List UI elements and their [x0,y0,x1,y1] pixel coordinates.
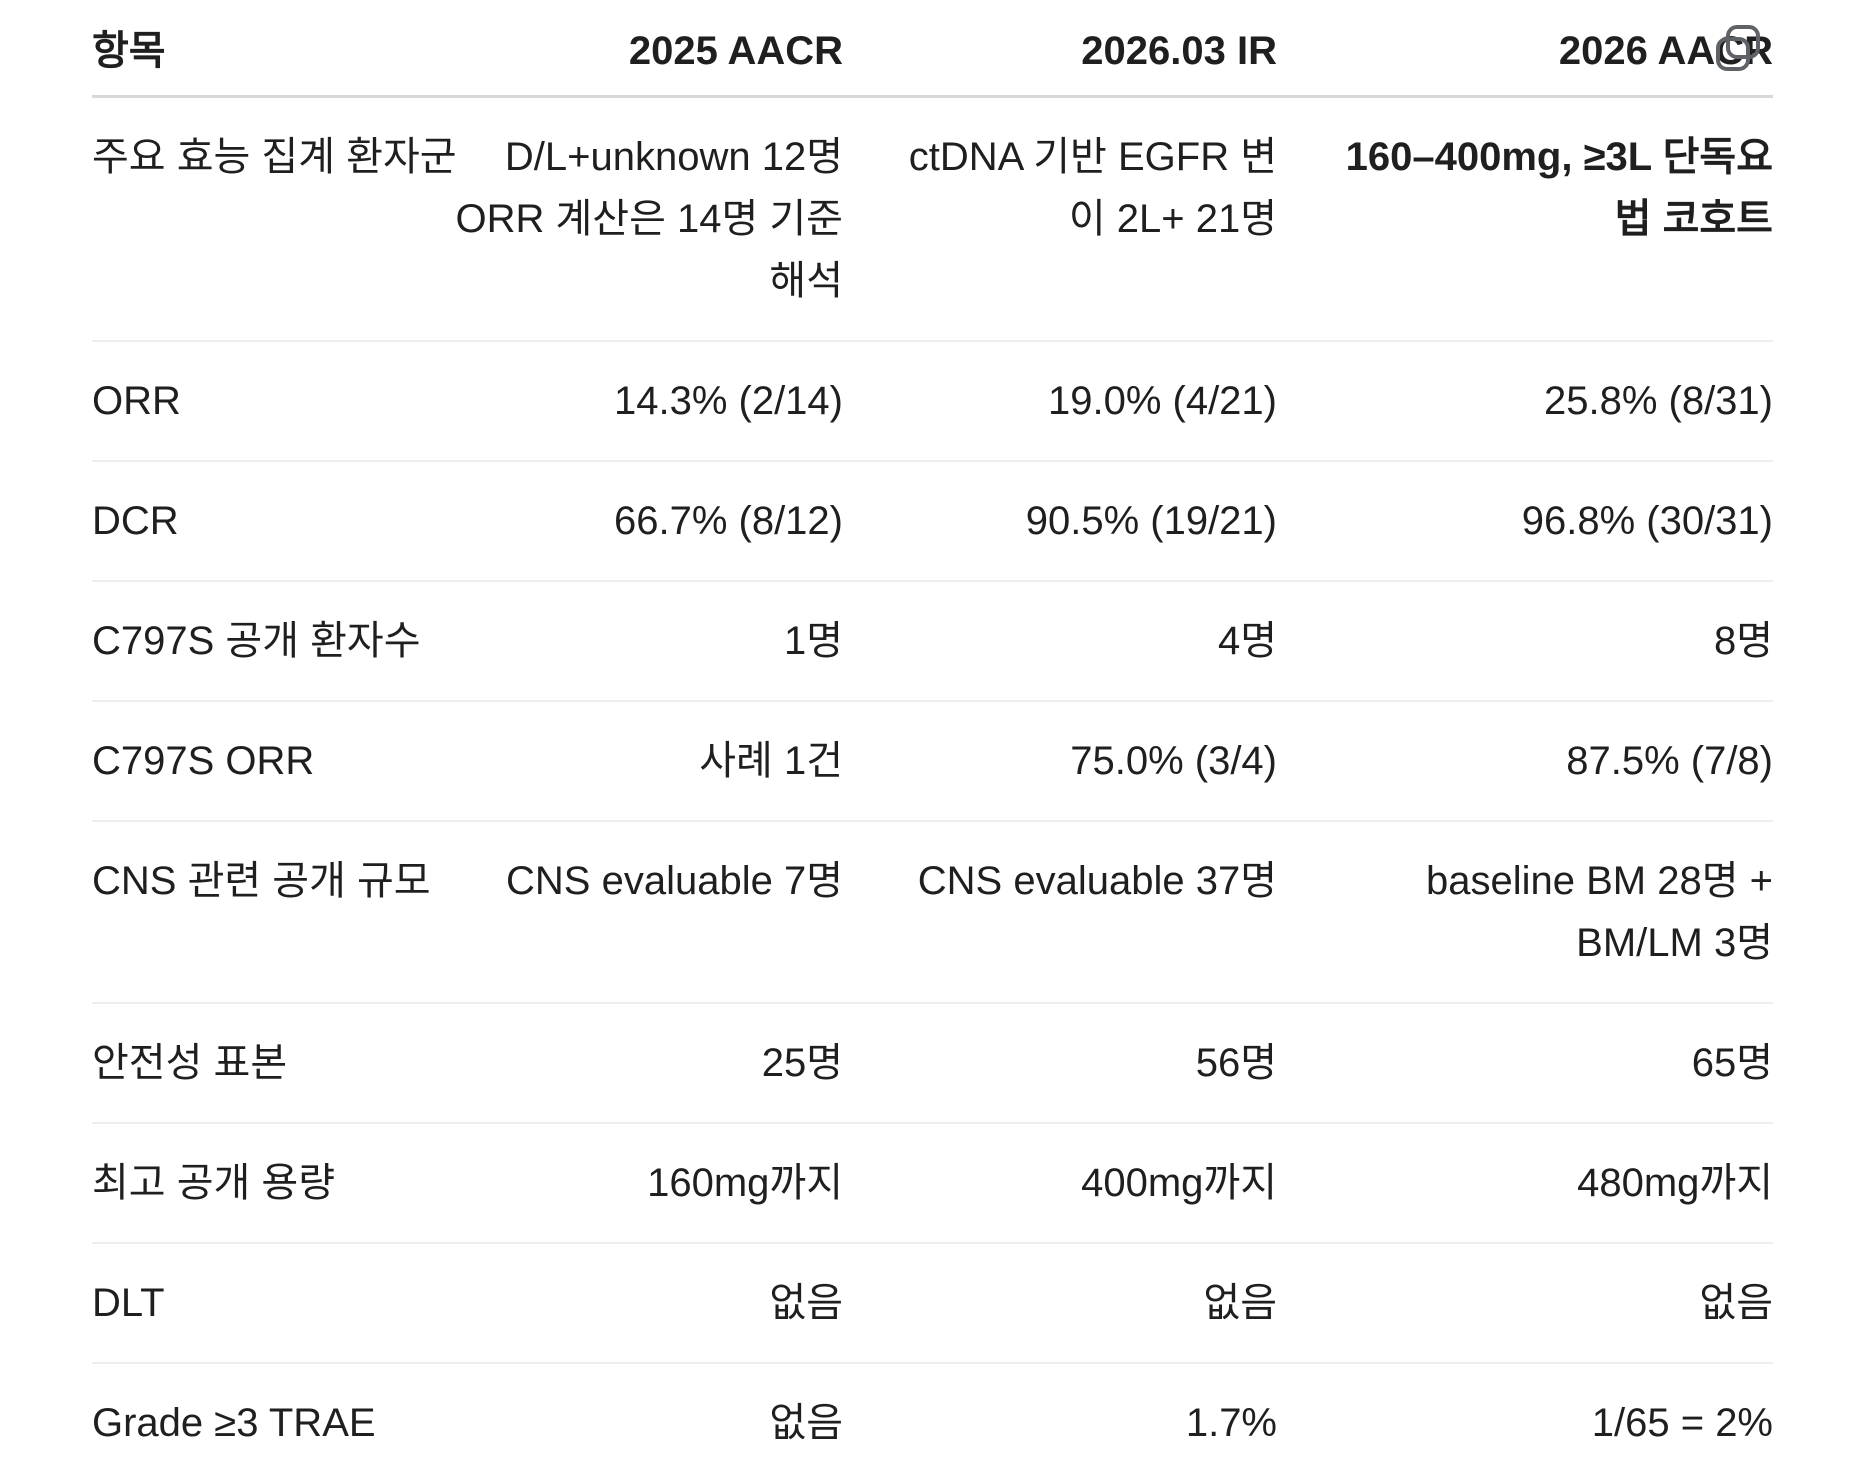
row-label-cell: C797S 공개 환자수 [92,619,421,663]
table-row: Grade ≥3 TRAE 없음 1.7% 1/65 = 2% [92,1363,1773,1480]
column-header-item: 항목 [92,0,400,98]
row-label-cell: C797S ORR [92,739,315,783]
row-label-cell: CNS 관련 공개 규모 [92,859,431,903]
value-cell: 없음 [769,1281,843,1325]
table-row: DLT 없음 없음 없음 [92,1243,1773,1363]
value-cell: 480mg까지 [1577,1161,1773,1205]
value-cell: 160mg까지 [647,1161,843,1205]
value-cell: 56명 [1195,1041,1277,1085]
value-cell: 1/65 = 2% [1591,1401,1773,1445]
value-cell: 66.7% (8/12) [613,499,843,543]
table-row: C797S 공개 환자수 1명 4명 8명 [92,581,1773,701]
copy-table-button[interactable] [1710,20,1768,78]
value-cell: 90.5% (19/21) [1025,499,1277,543]
row-label-cell: DCR [92,499,179,543]
table-row: 최고 공개 용량 160mg까지 400mg까지 480mg까지 [92,1123,1773,1243]
comparison-table: 항목 2025 AACR 2026.03 IR 2026 AACR 주요 효능 … [92,0,1773,1480]
column-header-2025-aacr: 2025 AACR [400,0,843,98]
value-cell: baseline BM 28명 + BM/LM 3명 [1426,859,1773,965]
row-label-cell: DLT [92,1281,165,1325]
value-cell: 4명 [1217,619,1277,663]
row-label-cell: ORR [92,379,181,423]
header-row: 항목 2025 AACR 2026.03 IR 2026 AACR [92,0,1773,98]
value-cell: 1.7% [1185,1401,1277,1445]
value-cell: 없음 [769,1401,843,1445]
value-cell: 65명 [1691,1041,1773,1085]
value-cell: CNS evaluable 7명 [506,859,843,903]
value-cell: D/L+unknown 12명 ORR 계산은 14명 기준 해석 [455,135,843,303]
table-header: 항목 2025 AACR 2026.03 IR 2026 AACR [92,0,1773,98]
value-cell: 8명 [1713,619,1773,663]
value-cell: 75.0% (3/4) [1070,739,1277,783]
value-cell: 400mg까지 [1081,1161,1277,1205]
value-cell: 사례 1건 [699,739,843,783]
value-cell: 없음 [1203,1281,1277,1325]
row-label-cell: 주요 효능 집계 환자군 [92,135,457,179]
table-row: ORR 14.3% (2/14) 19.0% (4/21) 25.8% (8/3… [92,341,1773,461]
value-cell: 96.8% (30/31) [1521,499,1773,543]
table-row: DCR 66.7% (8/12) 90.5% (19/21) 96.8% (30… [92,461,1773,581]
value-cell: 25.8% (8/31) [1543,379,1773,423]
value-cell: 87.5% (7/8) [1566,739,1773,783]
value-cell: 없음 [1699,1281,1773,1325]
table-body: 주요 효능 집계 환자군 D/L+unknown 12명 ORR 계산은 14명… [92,97,1773,1480]
row-label-cell: Grade ≥3 TRAE [92,1401,376,1445]
table-row: C797S ORR 사례 1건 75.0% (3/4) 87.5% (7/8) [92,701,1773,821]
value-cell: ctDNA 기반 EGFR 변 이 2L+ 21명 [908,135,1277,241]
value-cell: 14.3% (2/14) [613,379,843,423]
copy-icon [1716,25,1760,71]
value-cell: 19.0% (4/21) [1047,379,1277,423]
table-row: 안전성 표본 25명 56명 65명 [92,1003,1773,1123]
column-header-2026-aacr: 2026 AACR [1277,0,1773,98]
value-cell: 160–400mg, ≥3L 단독요 법 코호트 [1345,135,1773,241]
table-row: CNS 관련 공개 규모 CNS evaluable 7명 CNS evalua… [92,821,1773,1003]
column-header-2026-03-ir: 2026.03 IR [843,0,1277,98]
value-cell: CNS evaluable 37명 [917,859,1277,903]
value-cell: 25명 [761,1041,843,1085]
table-row: 주요 효능 집계 환자군 D/L+unknown 12명 ORR 계산은 14명… [92,97,1773,341]
row-label-cell: 최고 공개 용량 [92,1161,336,1205]
value-cell: 1명 [783,619,843,663]
row-label-cell: 안전성 표본 [92,1041,288,1085]
